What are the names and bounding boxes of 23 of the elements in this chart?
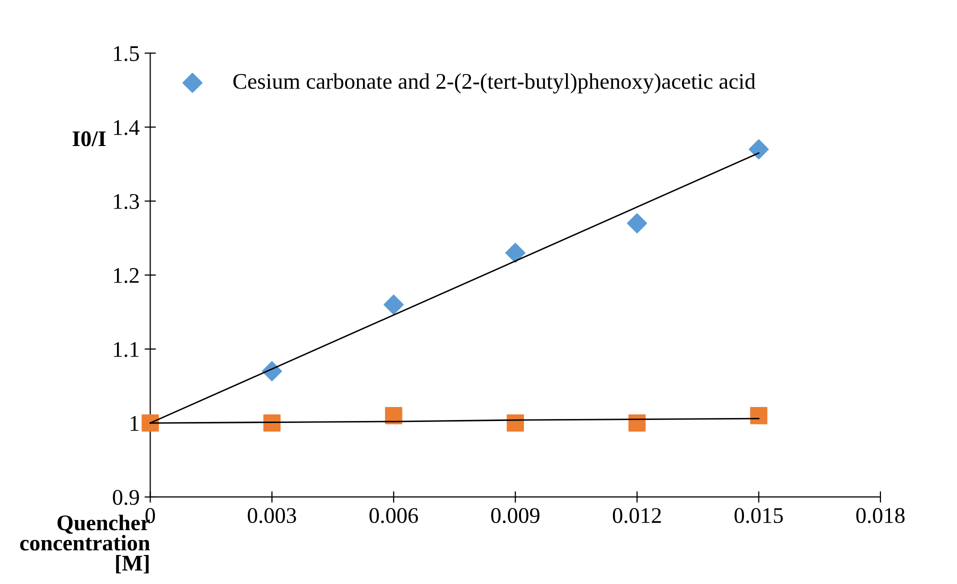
y-tick-label: 1.1 (114, 342, 138, 358)
x-tick-label: 0.006 (369, 508, 418, 524)
y-tick-label: 1.4 (114, 120, 140, 136)
point (750, 407, 768, 424)
x-tick-label: 0.009 (491, 508, 540, 524)
point (385, 407, 402, 424)
point (506, 414, 524, 432)
x-tick-label: 0.018 (856, 508, 905, 524)
y-axis-title: I0/I (72, 131, 106, 146)
y-tick-label: 1.2 (114, 268, 139, 284)
point (748, 139, 769, 160)
y-tick-label: 1 (130, 416, 138, 431)
point (505, 242, 526, 263)
x-tick-label: 0.012 (612, 508, 661, 524)
y-tick-label: 1.5 (114, 46, 139, 62)
y-tick-label: 1.3 (114, 194, 139, 210)
point (627, 213, 648, 234)
x-tick-label: 0.003 (248, 508, 296, 524)
legend-label: Cesium carbonate and 2-(2-(tert-butyl)phenoxy)acetic acid (233, 73, 756, 94)
y-tick-label: 0.9 (112, 490, 139, 506)
point (384, 294, 404, 315)
point (142, 414, 159, 432)
x-tick-label: 0.015 (734, 508, 783, 524)
